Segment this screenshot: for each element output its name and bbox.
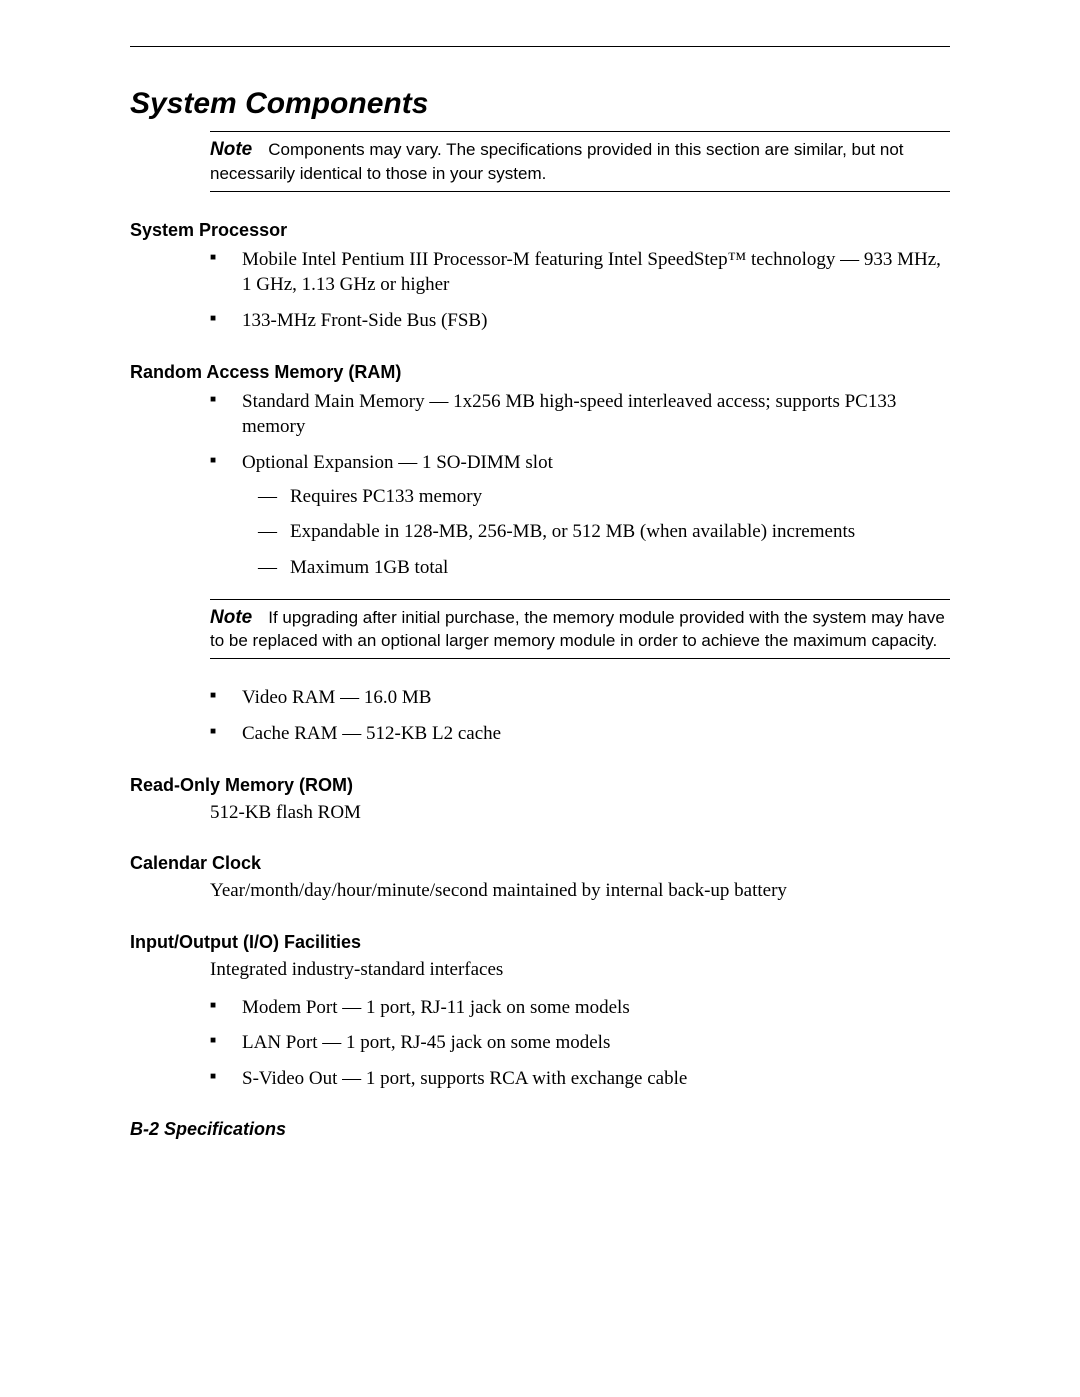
note-block-1: NoteComponents may vary. The specificati…: [210, 131, 950, 192]
note-label: Note: [210, 139, 252, 160]
page-footer: B-2 Specifications: [130, 1119, 950, 1140]
io-list: Modem Port — 1 port, RJ-11 jack on some …: [130, 995, 950, 1092]
sub-item: Requires PC133 memory: [242, 484, 950, 510]
list-item: Modem Port — 1 port, RJ-11 jack on some …: [130, 995, 950, 1021]
list-item: 133-MHz Front-Side Bus (FSB): [130, 308, 950, 334]
ram-sublist: Requires PC133 memory Expandable in 128-…: [242, 484, 950, 581]
note-text: Components may vary. The specifications …: [210, 140, 904, 183]
list-item: Standard Main Memory — 1x256 MB high-spe…: [130, 389, 950, 440]
clock-body: Year/month/day/hour/minute/second mainta…: [210, 878, 950, 904]
section-heading-processor: System Processor: [130, 220, 950, 241]
section-heading-io: Input/Output (I/O) Facilities: [130, 932, 950, 953]
processor-list: Mobile Intel Pentium III Processor-M fea…: [130, 247, 950, 334]
document-page: System Components NoteComponents may var…: [0, 0, 1080, 1200]
list-item: LAN Port — 1 port, RJ-45 jack on some mo…: [130, 1030, 950, 1056]
sub-item: Expandable in 128-MB, 256-MB, or 512 MB …: [242, 519, 950, 545]
list-item: S-Video Out — 1 port, supports RCA with …: [130, 1066, 950, 1092]
io-body: Integrated industry-standard interfaces: [210, 957, 950, 983]
note-label: Note: [210, 607, 252, 628]
list-item: Cache RAM — 512-KB L2 cache: [130, 721, 950, 747]
top-rule: [130, 46, 950, 47]
rom-body: 512-KB flash ROM: [210, 800, 950, 826]
list-item: Video RAM — 16.0 MB: [130, 685, 950, 711]
list-item-text: Optional Expansion — 1 SO-DIMM slot: [242, 452, 553, 473]
list-item: Mobile Intel Pentium III Processor-M fea…: [130, 247, 950, 298]
section-heading-ram: Random Access Memory (RAM): [130, 362, 950, 383]
sub-item: Maximum 1GB total: [242, 555, 950, 581]
note-block-2: NoteIf upgrading after initial purchase,…: [210, 599, 950, 660]
ram-after-note-list: Video RAM — 16.0 MB Cache RAM — 512-KB L…: [130, 685, 950, 746]
page-title: System Components: [130, 87, 950, 121]
ram-list: Standard Main Memory — 1x256 MB high-spe…: [130, 389, 950, 581]
section-heading-rom: Read-Only Memory (ROM): [130, 775, 950, 796]
list-item: Optional Expansion — 1 SO-DIMM slot Requ…: [130, 450, 950, 581]
note-text: If upgrading after initial purchase, the…: [210, 608, 945, 651]
section-heading-clock: Calendar Clock: [130, 853, 950, 874]
